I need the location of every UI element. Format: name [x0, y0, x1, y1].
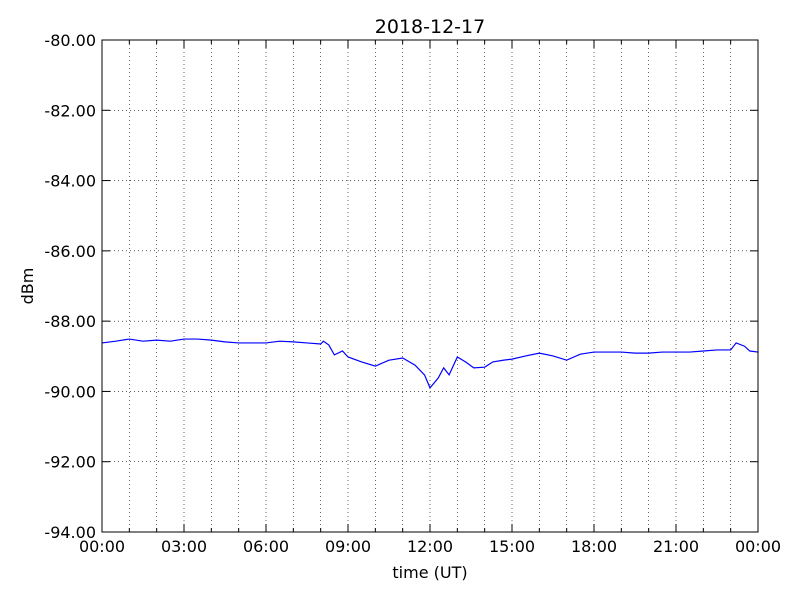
- x-tick-label: 09:00: [325, 537, 371, 556]
- y-tick-label: -82.00: [44, 101, 96, 120]
- data-line: [101, 338, 759, 390]
- y-tick-label: -90.00: [44, 382, 96, 401]
- x-tick-label: 12:00: [407, 537, 453, 556]
- y-tick-label: -84.00: [44, 172, 96, 191]
- y-axis-label: dBm: [18, 268, 37, 305]
- x-tick-label: 06:00: [243, 537, 289, 556]
- plot-frame: [101, 39, 759, 533]
- x-tick-label: 03:00: [161, 537, 207, 556]
- x-tick-label: 00:00: [735, 537, 781, 556]
- x-axis-label: time (UT): [392, 563, 467, 582]
- y-tick-label: -80.00: [44, 31, 96, 50]
- y-tick-label: -92.00: [44, 453, 96, 472]
- x-tick-label: 18:00: [571, 537, 617, 556]
- y-tick-label: -86.00: [44, 242, 96, 261]
- chart-title: 2018-12-17: [375, 16, 485, 38]
- x-tick-label: 00:00: [79, 537, 125, 556]
- x-tick-label: 21:00: [653, 537, 699, 556]
- y-tick-label: -88.00: [44, 312, 96, 331]
- y-tick-label: -94.00: [44, 523, 96, 542]
- x-tick-label: 15:00: [489, 537, 535, 556]
